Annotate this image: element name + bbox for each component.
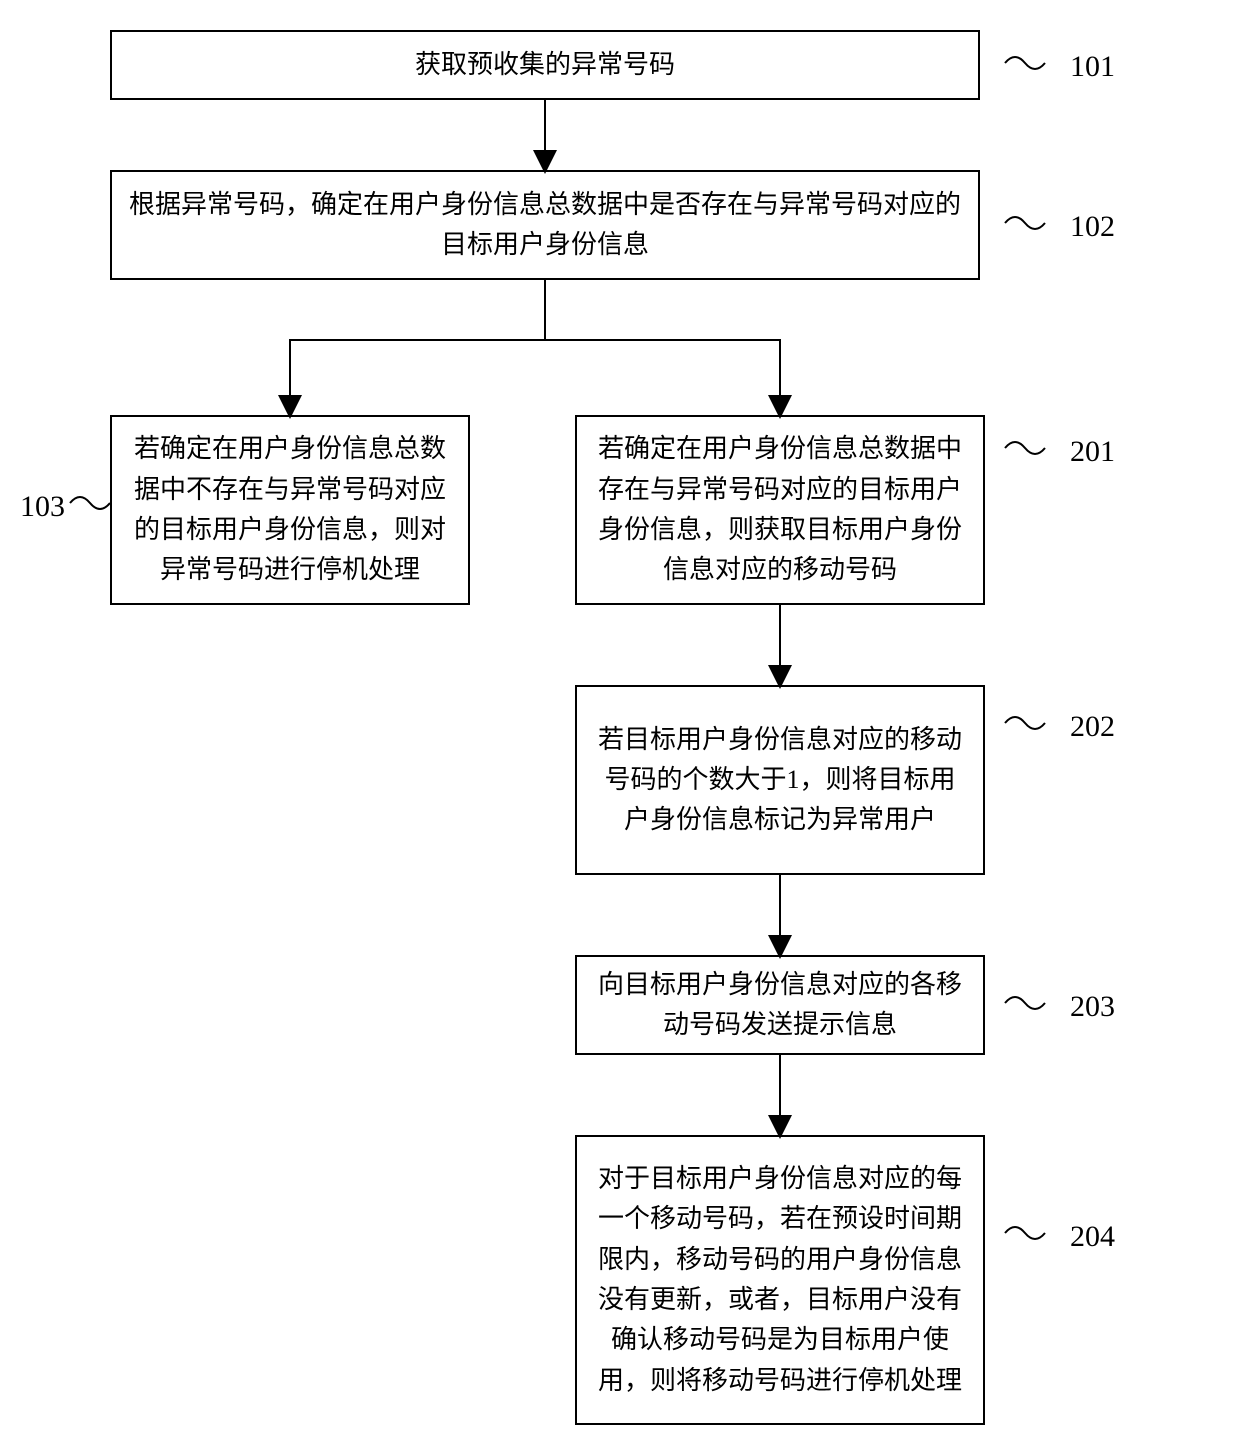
flow-node-204: 对于目标用户身份信息对应的每一个移动号码，若在预设时间期限内，移动号码的用户身份…	[575, 1135, 985, 1425]
flow-node-203-text: 向目标用户身份信息对应的各移动号码发送提示信息	[593, 965, 967, 1046]
step-label-102: 102	[1070, 210, 1115, 244]
flow-node-202-text: 若目标用户身份信息对应的移动号码的个数大于1，则将目标用户身份信息标记为异常用户	[593, 720, 967, 841]
flow-node-101-text: 获取预收集的异常号码	[415, 45, 675, 85]
step-label-103: 103	[20, 490, 65, 524]
flow-node-103: 若确定在用户身份信息总数据中不存在与异常号码对应的目标用户身份信息，则对异常号码…	[110, 415, 470, 605]
flow-node-101: 获取预收集的异常号码	[110, 30, 980, 100]
flow-node-202: 若目标用户身份信息对应的移动号码的个数大于1，则将目标用户身份信息标记为异常用户	[575, 685, 985, 875]
flow-node-103-text: 若确定在用户身份信息总数据中不存在与异常号码对应的目标用户身份信息，则对异常号码…	[128, 429, 452, 590]
flow-node-204-text: 对于目标用户身份信息对应的每一个移动号码，若在预设时间期限内，移动号码的用户身份…	[593, 1159, 967, 1401]
flow-node-102-text: 根据异常号码，确定在用户身份信息总数据中是否存在与异常号码对应的目标用户身份信息	[128, 185, 962, 266]
step-label-101: 101	[1070, 50, 1115, 84]
step-label-201: 201	[1070, 435, 1115, 469]
step-label-204: 204	[1070, 1220, 1115, 1254]
step-label-203: 203	[1070, 990, 1115, 1024]
flow-node-201: 若确定在用户身份信息总数据中存在与异常号码对应的目标用户身份信息，则获取目标用户…	[575, 415, 985, 605]
flow-node-102: 根据异常号码，确定在用户身份信息总数据中是否存在与异常号码对应的目标用户身份信息	[110, 170, 980, 280]
step-label-202: 202	[1070, 710, 1115, 744]
flow-node-201-text: 若确定在用户身份信息总数据中存在与异常号码对应的目标用户身份信息，则获取目标用户…	[593, 429, 967, 590]
flow-node-203: 向目标用户身份信息对应的各移动号码发送提示信息	[575, 955, 985, 1055]
